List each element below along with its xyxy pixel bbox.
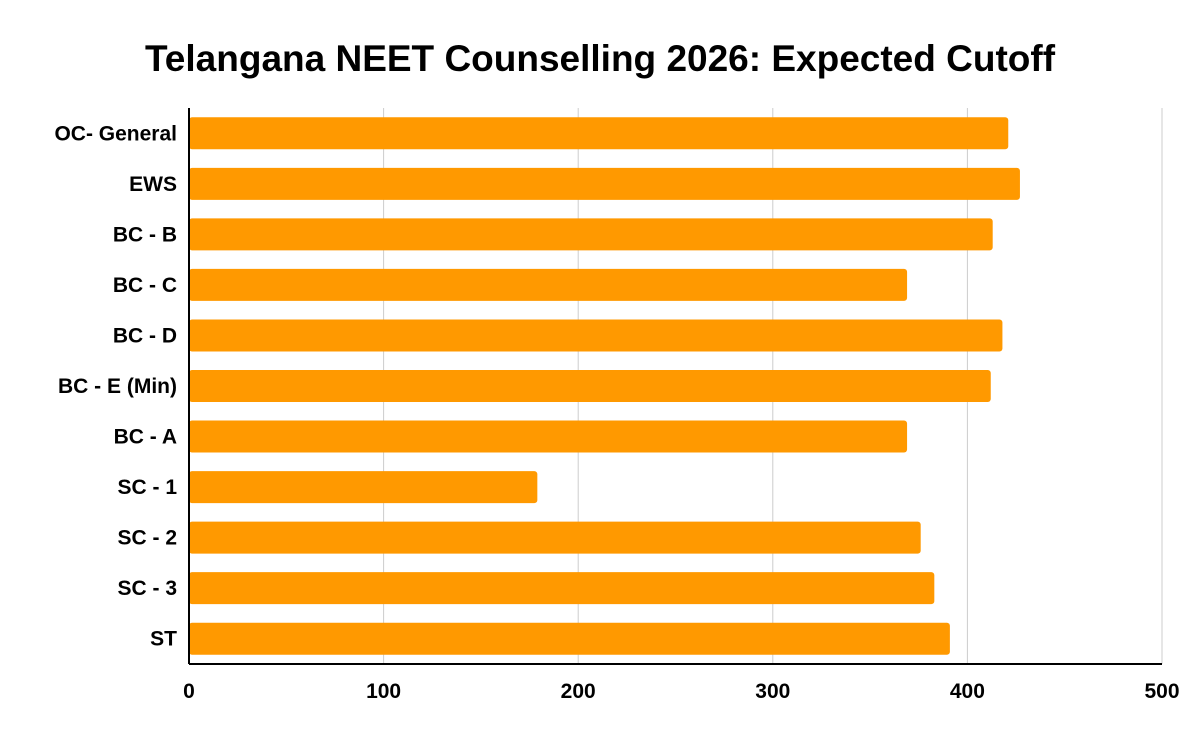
bar	[189, 167, 1020, 200]
category-labels: OC- General EWS BC - B BC - C BC - D BC - E (…	[54, 122, 177, 650]
category-label: BC - D	[113, 324, 177, 347]
bar	[189, 218, 993, 251]
category-label: SC - 2	[117, 527, 177, 550]
x-tick-label: 200	[561, 680, 596, 703]
bar	[189, 572, 935, 605]
category-label: EWS	[129, 173, 177, 196]
x-tick-label: 300	[755, 680, 790, 703]
category-label: ST	[150, 628, 177, 651]
bar	[189, 622, 950, 655]
bar	[189, 471, 538, 504]
bar	[189, 319, 1003, 352]
axes	[188, 108, 1162, 665]
bar	[189, 521, 921, 554]
category-label: OC- General	[54, 122, 177, 145]
category-label: BC - A	[114, 426, 177, 449]
category-label: BC - E (Min)	[58, 375, 177, 398]
bar	[189, 370, 991, 402]
bars	[189, 117, 1020, 655]
x-tick-label: 500	[1144, 680, 1179, 703]
x-tick-labels: 0 100 200 300 400 500	[183, 680, 1179, 703]
bar	[189, 420, 908, 453]
x-tick-label: 100	[366, 680, 401, 703]
x-tick-label: 400	[950, 680, 985, 703]
x-tick-label: 0	[183, 680, 195, 703]
bar	[189, 117, 1009, 150]
category-label: SC - 3	[117, 577, 177, 600]
category-label: BC - B	[113, 223, 177, 246]
bar	[189, 268, 908, 301]
chart-title: Telangana NEET Counselling 2026: Expecte…	[144, 38, 1056, 79]
category-label: SC - 1	[117, 476, 177, 499]
category-label: BC - C	[113, 274, 177, 297]
